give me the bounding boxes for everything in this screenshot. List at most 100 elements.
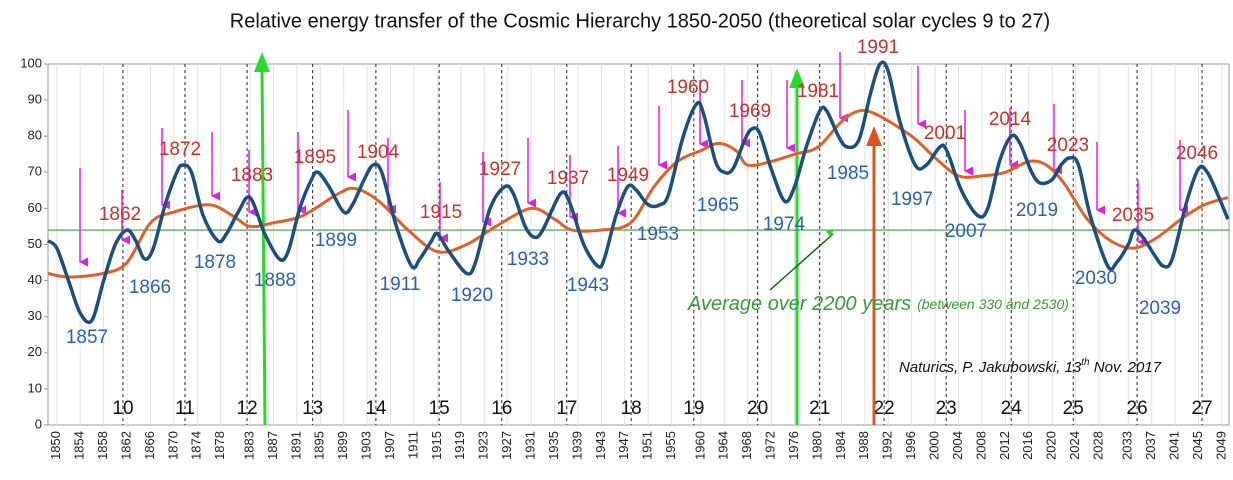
x-tick-label: 1862 (118, 431, 133, 460)
x-tick-label: 2016 (1020, 431, 1035, 460)
x-tick-label: 1883 (241, 431, 256, 460)
x-tick-label: 2028 (1090, 431, 1105, 460)
x-tick-label: 1899 (335, 431, 350, 460)
x-tick-label: 1931 (522, 431, 537, 460)
peak-label: 1937 (547, 168, 589, 189)
cycle-label: 12 (237, 398, 258, 419)
x-tick-label: 1996 (903, 431, 918, 460)
x-tick-label: 1980 (809, 431, 824, 460)
average-label: Average over 2200 years (687, 293, 911, 315)
minimum-label: 1878 (194, 252, 236, 273)
x-tick-label: 2049 (1213, 431, 1228, 460)
peak-label: 2046 (1176, 143, 1218, 164)
cycle-label: 24 (1001, 398, 1023, 419)
minimum-label: 1857 (66, 327, 108, 348)
marker-arrow-head (254, 52, 270, 72)
y-tick-label: 50 (28, 236, 42, 251)
x-tick-label: 1960 (692, 431, 707, 460)
y-tick-label: 80 (28, 128, 42, 143)
x-tick-label: 1878 (212, 431, 227, 460)
cycle-label: 13 (302, 398, 323, 419)
credit-sup: th (1081, 357, 1090, 368)
peak-label: 2023 (1047, 135, 1089, 156)
x-tick-label: 1866 (142, 431, 157, 460)
x-tick-label: 1911 (405, 431, 420, 459)
average-annotation: Average over 2200 years (between 330 and … (687, 293, 1069, 315)
minimum-label: 1920 (451, 285, 493, 306)
x-tick-label: 1870 (165, 431, 180, 460)
minimum-label: 1965 (697, 195, 739, 216)
peak-label: 2014 (989, 109, 1032, 130)
peak-label: 1969 (729, 101, 771, 122)
x-tick-label: 1964 (716, 431, 731, 460)
x-tick-label: 1891 (288, 431, 303, 460)
peak-label: 1991 (857, 37, 899, 58)
y-tick-label: 30 (28, 308, 42, 323)
x-tick-label: 1947 (616, 431, 631, 460)
x-tick-label: 1951 (640, 431, 655, 460)
peak-label: 1949 (607, 165, 649, 186)
cycle-label: 16 (491, 398, 512, 419)
x-tick-label: 2000 (927, 431, 942, 460)
minimum-label: 2007 (945, 221, 987, 242)
y-tick-label: 60 (28, 200, 42, 215)
minimum-label: 1953 (637, 224, 679, 245)
x-tick-label: 2024 (1067, 431, 1082, 460)
credit: Naturics, P. Jakubowski, 13th Nov. 2017 (899, 357, 1162, 376)
cycle-label: 15 (429, 398, 450, 419)
peak-label: 1960 (667, 77, 709, 98)
peak-label: 1862 (99, 204, 141, 225)
x-tick-label: 1923 (476, 431, 491, 460)
y-tick-label: 100 (20, 55, 42, 70)
x-tick-label: 2033 (1120, 431, 1135, 460)
x-tick-label: 2020 (1044, 431, 1059, 460)
y-tick-label: 70 (28, 164, 42, 179)
x-tick-label: 1976 (786, 431, 801, 460)
marker-arrow-head (789, 68, 805, 88)
x-tick-label: 1854 (72, 431, 87, 460)
marker-arrow-shaft (260, 67, 267, 426)
annotation-arrow (769, 229, 834, 291)
x-tick-label: 2008 (973, 431, 988, 460)
minimum-label: 2019 (1016, 200, 1058, 221)
cycle-label: 27 (1191, 398, 1212, 419)
minimum-label: 1933 (507, 249, 549, 270)
peak-label: 1981 (797, 81, 839, 102)
x-tick-label: 2045 (1190, 431, 1205, 460)
x-tick-label: 1955 (663, 431, 678, 460)
credit-rest: Nov. 2017 (1090, 359, 1162, 376)
x-tick-label: 1919 (452, 431, 467, 460)
x-tick-label: 1968 (739, 431, 754, 460)
x-tick-label: 1943 (593, 431, 608, 460)
x-tick-label: 1858 (95, 431, 110, 460)
minimum-label: 1899 (315, 230, 357, 251)
minimum-label: 1943 (567, 275, 609, 296)
x-tick-label: 1984 (833, 431, 848, 460)
y-tick-label: 10 (28, 380, 42, 395)
x-tick-label: 1988 (856, 431, 871, 460)
x-tick-label: 1992 (880, 431, 895, 460)
minimum-label: 1911 (380, 274, 421, 295)
series-line (47, 108, 1229, 279)
peak-label: 1915 (420, 202, 462, 223)
cycle-label: 26 (1127, 398, 1148, 419)
minimum-label: 1888 (254, 270, 296, 291)
peak-label: 1895 (294, 147, 336, 168)
x-tick-label: 2037 (1143, 431, 1158, 460)
minimum-label: 2039 (1139, 298, 1181, 319)
x-tick-label: 1972 (763, 431, 778, 460)
minimum-label: 2030 (1075, 268, 1117, 289)
y-tick-label: 0 (35, 416, 42, 431)
x-tick-label: 1915 (429, 431, 444, 460)
x-tick-label: 1874 (189, 431, 204, 460)
x-tick-label: 1927 (499, 431, 514, 460)
x-tick-label: 1850 (48, 431, 63, 460)
cycle-label: 11 (175, 398, 195, 419)
average-note: (between 330 and 2530) (917, 296, 1069, 312)
x-tick-label: 1895 (312, 431, 327, 460)
cycle-label: 14 (365, 398, 387, 419)
x-tick-label: 1935 (546, 431, 561, 460)
cycle-label: 20 (747, 398, 768, 419)
